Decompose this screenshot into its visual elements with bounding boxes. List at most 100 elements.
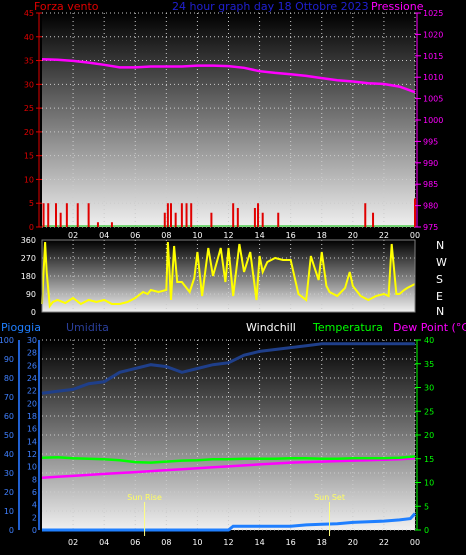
rain-tick-label: 24 xyxy=(27,374,37,383)
rain-tick-label: 28 xyxy=(27,349,37,358)
x-tick-label: 04 xyxy=(99,538,109,547)
pressure-label: Pressione xyxy=(371,0,424,13)
temperature-label: Temperatura xyxy=(312,321,383,334)
rain-tick-label: 16 xyxy=(27,425,37,434)
wind-tick-label: 35 xyxy=(24,57,34,66)
pressure-tick-label: 1020 xyxy=(423,30,443,39)
pressure-tick-label: 1010 xyxy=(423,73,443,82)
x-tick-label: 20 xyxy=(348,231,358,240)
wind-tick-label: 20 xyxy=(24,128,34,137)
x-tick-label: 16 xyxy=(286,538,296,547)
temperature-tick-label: 15 xyxy=(424,455,434,464)
rain-tick-label: 14 xyxy=(27,437,37,446)
humidity-tick-label: 70 xyxy=(4,393,14,402)
humidity-tick-label: 60 xyxy=(4,412,14,421)
x-tick-label: 22 xyxy=(379,538,389,547)
direction-label-e: E xyxy=(436,290,443,303)
wind-tick-label: 30 xyxy=(24,80,34,89)
rain-tick-label: 12 xyxy=(27,450,37,459)
pressure-tick-label: 1005 xyxy=(423,95,443,104)
humidity-tick-label: 40 xyxy=(4,450,14,459)
temperature-tick-label: 10 xyxy=(424,479,434,488)
rain-tick-label: 30 xyxy=(27,336,37,345)
direction-tick-label: 180 xyxy=(21,272,36,281)
pressure-tick-label: 985 xyxy=(423,180,438,189)
x-tick-label: 10 xyxy=(192,231,202,240)
direction-tick-label: 270 xyxy=(21,254,36,263)
direction-frame xyxy=(41,239,416,313)
temperature-tick-label: 35 xyxy=(424,360,434,369)
rain-tick-label: 20 xyxy=(27,399,37,408)
humidity-tick-label: 50 xyxy=(4,431,14,440)
x-tick-label: 18 xyxy=(317,538,327,547)
x-tick-label: 10 xyxy=(192,538,202,547)
wind-tick-label: 25 xyxy=(24,104,34,113)
x-tick-label: 08 xyxy=(161,231,171,240)
x-tick-label: 08 xyxy=(161,538,171,547)
rain-tick-label: 22 xyxy=(27,387,37,396)
humidity-tick-label: 100 xyxy=(0,336,14,345)
rain-label: Pioggia xyxy=(1,321,41,334)
pressure-tick-label: 1025 xyxy=(423,9,443,18)
direction-tick-label: 90 xyxy=(26,290,36,299)
direction-label-n-bottom: N xyxy=(436,305,444,318)
x-tick-label: 22 xyxy=(379,231,389,240)
wind-tick-label: 5 xyxy=(29,199,34,208)
direction-label-w: W xyxy=(436,256,447,269)
x-tick-label: 14 xyxy=(254,231,264,240)
x-tick-label: 18 xyxy=(317,231,327,240)
pressure-tick-label: 980 xyxy=(423,202,438,211)
x-tick-label: 00 xyxy=(410,538,420,547)
rain-tick-label: 0 xyxy=(32,526,37,535)
pressure-tick-label: 990 xyxy=(423,159,438,168)
x-tick-label: 00 xyxy=(410,231,420,240)
x-tick-label: 02 xyxy=(68,538,78,547)
x-tick-label: 06 xyxy=(130,538,140,547)
sunrise-label: Sun Rise xyxy=(127,493,162,502)
windchill-label: Windchill xyxy=(246,321,296,334)
temperature-tick-label: 40 xyxy=(424,336,434,345)
dewpoint-line xyxy=(41,457,416,480)
humidity-tick-label: 20 xyxy=(4,488,14,497)
humidity-tick-label: 80 xyxy=(4,374,14,383)
x-tick-label: 12 xyxy=(223,231,233,240)
pressure-tick-label: 1015 xyxy=(423,52,443,61)
pressure-line xyxy=(41,57,416,94)
rain-tick-label: 8 xyxy=(32,475,37,484)
top-panel-bg xyxy=(42,13,415,227)
humidity-tick-label: 30 xyxy=(4,469,14,478)
pressure-tick-label: 1000 xyxy=(423,116,443,125)
rain-tick-label: 18 xyxy=(27,412,37,421)
rain-tick-label: 2 xyxy=(32,513,37,522)
temperature-line xyxy=(41,455,416,464)
humidity-tick-label: 10 xyxy=(4,507,14,516)
chart-title: 24 hour graph day 18 Ottobre 2023 xyxy=(172,0,369,13)
x-tick-label: 02 xyxy=(68,231,78,240)
humidity-tick-label: 90 xyxy=(4,355,14,364)
dewpoint-label: Dew Point (°C) xyxy=(393,321,466,334)
wind-tick-label: 15 xyxy=(24,152,34,161)
temperature-tick-label: 5 xyxy=(424,502,429,511)
x-tick-label: 20 xyxy=(348,538,358,547)
humidity-label: Umidita xyxy=(66,321,109,334)
wind-direction-line xyxy=(41,241,416,309)
direction-label-n-top: N xyxy=(436,239,444,252)
temperature-tick-label: 25 xyxy=(424,407,434,416)
sunset-label: Sun Set xyxy=(314,493,345,502)
rain-tick-label: 26 xyxy=(27,361,37,370)
temperature-tick-label: 30 xyxy=(424,384,434,393)
wind-tick-label: 0 xyxy=(29,223,34,232)
wind-tick-label: 40 xyxy=(24,33,34,42)
wind-speed-label: Forza vento xyxy=(34,0,99,13)
x-tick-label: 06 xyxy=(130,231,140,240)
wind-tick-label: 10 xyxy=(24,175,34,184)
x-tick-label: 12 xyxy=(223,538,233,547)
temperature-tick-label: 20 xyxy=(424,431,434,440)
direction-tick-label: 0 xyxy=(31,308,36,317)
direction-tick-label: 360 xyxy=(21,236,36,245)
temperature-tick-label: 0 xyxy=(424,526,429,535)
direction-label-s: S xyxy=(436,273,443,286)
pressure-tick-label: 975 xyxy=(423,223,438,232)
rain-line xyxy=(42,512,417,532)
